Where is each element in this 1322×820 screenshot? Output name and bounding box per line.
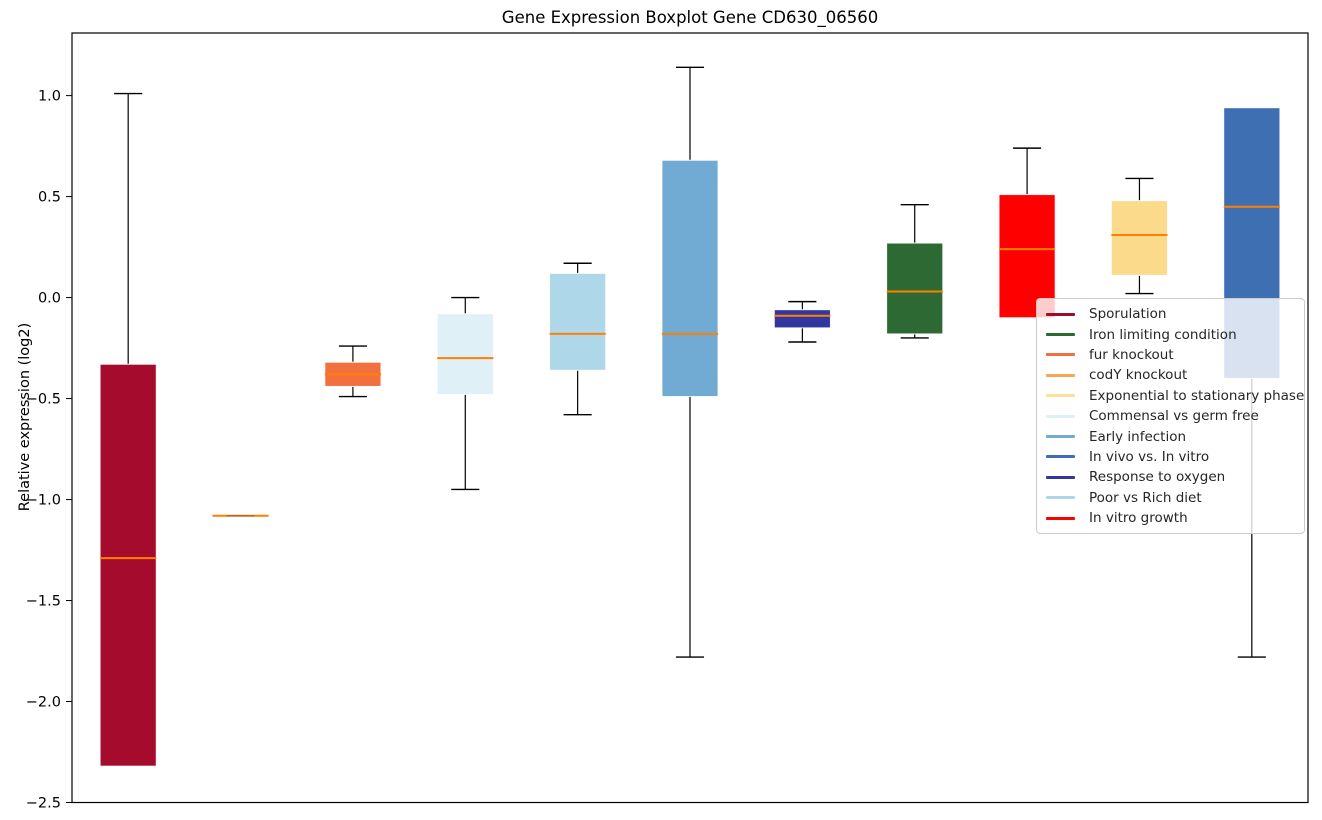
legend-item-sporulation: Sporulation [1037, 304, 1304, 324]
legend-swatch-icon [1046, 435, 1075, 439]
box-early-infection [661, 159, 719, 398]
legend-swatch-icon [1046, 496, 1075, 500]
legend-label: codY knockout [1089, 367, 1188, 384]
y-tick-label: −1.0 [26, 493, 61, 509]
legend-label: Sporulation [1089, 306, 1167, 323]
box-exponential-to-stationary-phase [1110, 200, 1169, 276]
legend-swatch-icon [1046, 475, 1075, 479]
box-commensal-vs-germ-free [436, 313, 494, 396]
legend-label: Iron limiting condition [1089, 326, 1237, 343]
box-in-vitro-growth [998, 194, 1056, 319]
legend-swatch-icon [1046, 353, 1075, 357]
chart-title: Gene Expression Boxplot Gene CD630_06560 [501, 8, 879, 27]
legend-item-in-vitro-growth: In vitro growth [1037, 508, 1304, 528]
legend-label: fur knockout [1089, 346, 1174, 363]
box-poor-vs-rich-diet [549, 272, 607, 371]
legend-item-commensal-vs-germ-free: Commensal vs germ free [1037, 406, 1304, 426]
legend-item-response-to-oxygen: Response to oxygen [1037, 467, 1304, 487]
legend: Sporulation Iron limiting condition fur kn… [1036, 298, 1305, 534]
legend-swatch-icon [1046, 414, 1075, 418]
legend-item-fur-knockout: fur knockout [1037, 345, 1304, 365]
legend-label: In vivo vs. In vitro [1089, 448, 1210, 465]
y-tick-label: −2.5 [26, 796, 61, 812]
legend-swatch-icon [1046, 312, 1075, 316]
legend-label: Poor vs Rich diet [1089, 489, 1202, 506]
y-tick-label: −0.5 [26, 392, 61, 408]
legend-label: Response to oxygen [1089, 469, 1226, 486]
legend-swatch-icon [1046, 516, 1075, 520]
legend-label: Commensal vs germ free [1089, 408, 1259, 425]
legend-item-cody-knockout: codY knockout [1037, 365, 1304, 385]
box-iron-limiting-condition [886, 242, 944, 335]
legend-item-exponential-to-stationary-phase: Exponential to stationary phase [1037, 386, 1304, 406]
axes-frame [71, 32, 1309, 804]
legend-label: Early infection [1089, 428, 1187, 445]
legend-label: Exponential to stationary phase [1089, 387, 1305, 404]
y-tick-label: −1.5 [26, 594, 61, 610]
legend-item-in-vivo-vs-in-vitro: In vivo vs. In vitro [1037, 447, 1304, 467]
legend-swatch-icon [1046, 333, 1075, 337]
box-response-to-oxygen [773, 309, 831, 329]
y-tick-label: −2.0 [26, 695, 61, 711]
legend-swatch-icon [1046, 455, 1075, 459]
y-tick-label: 0.5 [38, 190, 61, 206]
legend-item-poor-vs-rich-diet: Poor vs Rich diet [1037, 488, 1304, 508]
legend-swatch-icon [1046, 373, 1075, 377]
y-tick-label: 1.0 [38, 89, 61, 105]
legend-item-iron-limiting-condition: Iron limiting condition [1037, 324, 1304, 344]
legend-swatch-icon [1046, 394, 1075, 398]
legend-item-early-infection: Early infection [1037, 426, 1304, 446]
box-sporulation [99, 363, 157, 767]
y-tick-label: 0.0 [38, 291, 61, 307]
legend-label: In vitro growth [1089, 510, 1188, 527]
